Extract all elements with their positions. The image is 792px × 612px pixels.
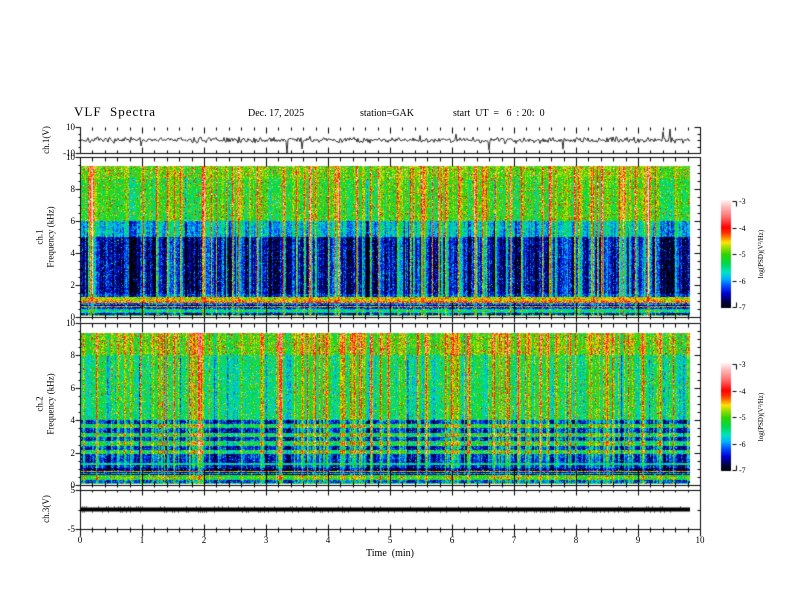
colorbar-tick-label: -4 bbox=[739, 223, 746, 233]
colorbar-tick-label: -7 bbox=[739, 303, 746, 312]
y-tick-label: 0 bbox=[70, 312, 76, 322]
colorbar-tick-label: -7 bbox=[739, 466, 746, 475]
colorbar-tick-label: -4 bbox=[739, 386, 746, 396]
y-tick-label: 4 bbox=[70, 415, 76, 426]
y-tick-label: 8 bbox=[70, 350, 76, 361]
x-tick-label: 7 bbox=[511, 535, 517, 545]
x-tick-label: 0 bbox=[77, 535, 83, 545]
x-tick-label: 3 bbox=[263, 535, 269, 545]
y-tick-label: 6 bbox=[70, 216, 76, 226]
header-date: Dec. 17, 2025 bbox=[248, 108, 305, 119]
x-tick-label: 9 bbox=[635, 535, 641, 545]
colorbar-tick-label: -5 bbox=[739, 250, 746, 259]
y-tick-label: 6 bbox=[70, 382, 76, 393]
colorbar-tick-label: -6 bbox=[739, 439, 746, 449]
y-tick-label: -10 bbox=[63, 148, 75, 158]
ch1-spec-axis-label-ch: ch.1 bbox=[34, 229, 45, 245]
colorbar-tick-label: -6 bbox=[739, 276, 746, 286]
y-tick-label: 10 bbox=[66, 318, 75, 328]
x-tick-label: 2 bbox=[201, 535, 207, 545]
ch3-voltage-axis-label: ch.3(V) bbox=[40, 495, 51, 523]
y-tick-label: 5 bbox=[70, 485, 76, 495]
y-tick-label: 2 bbox=[70, 447, 76, 458]
colorbar2-label: log(PSD)(V²/Hz) bbox=[756, 392, 765, 442]
x-tick-label: 6 bbox=[449, 535, 455, 545]
y-tick-label: 2 bbox=[70, 280, 76, 290]
colorbar-tick-label: -5 bbox=[739, 413, 746, 422]
y-tick-label: 8 bbox=[70, 184, 76, 194]
colorbar1-label: log(PSD)(V²/Hz) bbox=[756, 229, 765, 279]
y-tick-label: 10 bbox=[66, 122, 75, 132]
colorbar-tick-label: -3 bbox=[739, 197, 746, 206]
x-axis-title: Time (min) bbox=[366, 548, 414, 559]
x-tick-label: 5 bbox=[387, 535, 393, 545]
y-tick-label: 0 bbox=[70, 480, 76, 490]
y-tick-label: -5 bbox=[67, 524, 76, 534]
header-start-ut: start UT = 6 : 20: 0 bbox=[453, 108, 545, 119]
x-tick-label: 4 bbox=[325, 535, 331, 545]
header-station: station=GAK bbox=[360, 108, 414, 119]
colorbar-tick-label: -3 bbox=[739, 360, 746, 369]
x-tick-label: 10 bbox=[695, 535, 705, 545]
figure-title: VLF Spectra bbox=[74, 104, 157, 119]
y-tick-label: 4 bbox=[70, 248, 76, 258]
x-tick-label: 1 bbox=[139, 535, 145, 545]
ch2-spec-axis-label-ch: ch.2 bbox=[34, 396, 45, 412]
x-tick-label: 8 bbox=[573, 535, 579, 545]
y-tick-label: 10 bbox=[66, 152, 75, 162]
